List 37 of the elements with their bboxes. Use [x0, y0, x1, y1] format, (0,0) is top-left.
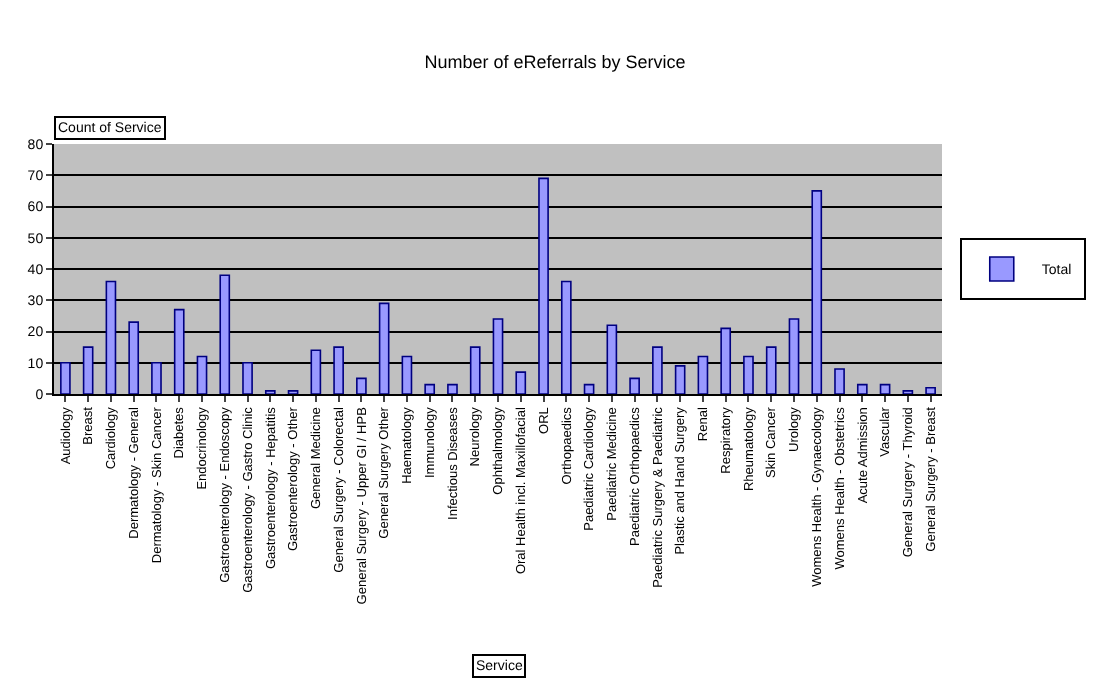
bar — [356, 377, 367, 394]
bar — [128, 321, 140, 394]
bar — [765, 346, 777, 394]
bar — [196, 355, 208, 394]
bar — [629, 377, 640, 394]
bar — [879, 383, 891, 394]
bar — [697, 355, 709, 394]
bar — [788, 318, 800, 394]
bar — [151, 361, 162, 394]
bar — [378, 302, 390, 394]
bar — [469, 346, 481, 394]
bar — [538, 177, 549, 394]
bar — [674, 365, 686, 394]
bar — [743, 355, 754, 394]
bar — [447, 383, 458, 394]
bar — [242, 361, 253, 394]
bar — [424, 383, 436, 394]
bar — [925, 386, 936, 394]
bar — [333, 346, 344, 394]
bar — [720, 327, 732, 394]
bar — [583, 383, 595, 394]
bar — [310, 349, 322, 394]
bar — [173, 308, 185, 394]
bar — [401, 355, 413, 394]
bar — [652, 346, 663, 394]
bar — [856, 383, 868, 394]
bar — [60, 361, 71, 394]
chart-title: Number of eReferrals by Service — [424, 51, 686, 72]
bar — [105, 280, 117, 394]
bar — [515, 371, 527, 394]
bar — [834, 368, 845, 394]
bar — [560, 280, 572, 394]
bar — [492, 318, 504, 394]
bar — [219, 274, 231, 394]
bar — [82, 346, 94, 394]
bar — [811, 190, 823, 394]
bar — [606, 324, 618, 394]
